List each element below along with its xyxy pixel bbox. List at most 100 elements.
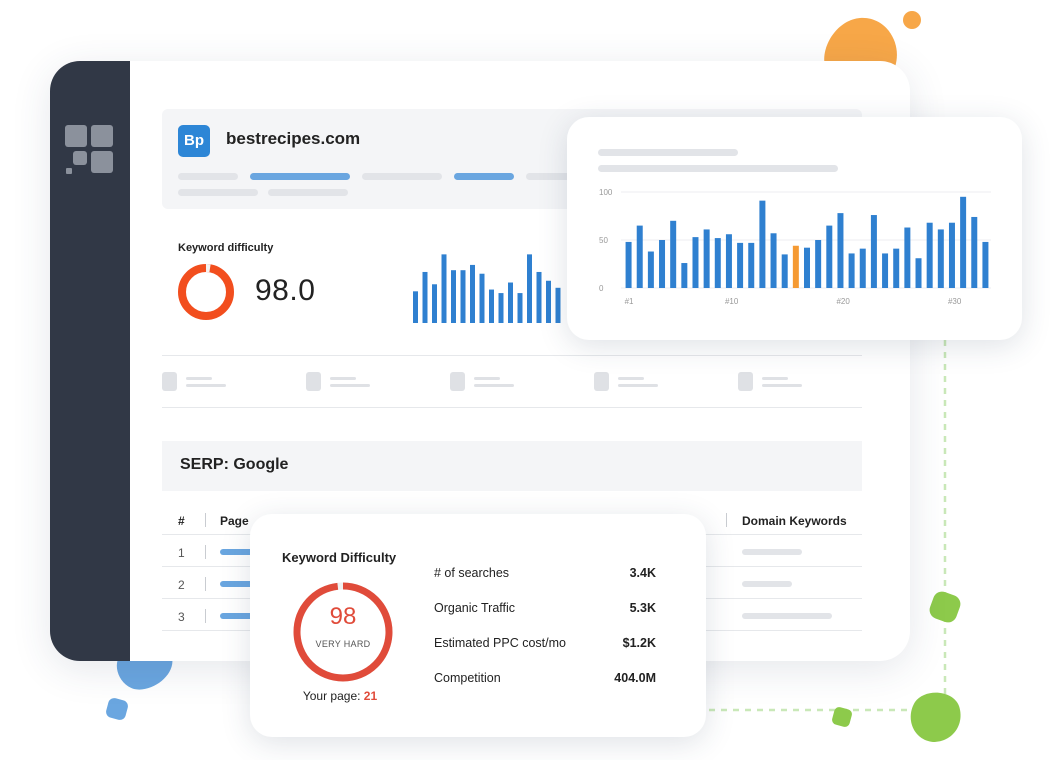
mini-chart-bar xyxy=(555,287,561,323)
blue-dot-decoration xyxy=(106,698,128,720)
difficulty-score-label: VERY HARD xyxy=(315,639,371,649)
your-page-label: Your page: xyxy=(302,689,361,703)
chart-title-placeholder xyxy=(598,149,738,156)
chart-bar[interactable] xyxy=(948,222,955,288)
chart-bar[interactable] xyxy=(725,234,732,288)
mini-chart-bar xyxy=(489,289,494,323)
chart-bar[interactable] xyxy=(681,263,688,288)
keyword-difficulty-donut xyxy=(178,264,234,320)
green-blob-decoration xyxy=(929,591,961,623)
chart-bar-highlighted[interactable] xyxy=(792,245,799,288)
placeholder-bar xyxy=(178,173,238,180)
chart-bar[interactable] xyxy=(781,254,788,288)
stat-label-searches: # of searches xyxy=(434,566,510,580)
chart-bar[interactable] xyxy=(870,215,877,288)
mini-chart-bar xyxy=(517,293,523,323)
y-tick-label: 50 xyxy=(599,236,608,245)
chart-bar[interactable] xyxy=(636,225,643,288)
column-header-page[interactable]: Page xyxy=(220,514,249,528)
mini-chart-bar xyxy=(546,280,551,323)
row-number: 2 xyxy=(178,578,185,592)
x-tick-label: #10 xyxy=(725,297,739,306)
chart-subtitle-placeholder xyxy=(598,165,838,172)
row-number: 3 xyxy=(178,610,185,624)
chart-bar[interactable] xyxy=(826,225,833,288)
chart-bar[interactable] xyxy=(960,196,967,288)
stat-label-organic-traffic: Organic Traffic xyxy=(434,601,516,615)
site-badge: Bp xyxy=(178,125,210,157)
mini-chart-bar xyxy=(451,270,456,323)
chart-bar[interactable] xyxy=(904,227,911,288)
y-tick-label: 0 xyxy=(599,284,604,293)
mini-chart-bar xyxy=(422,271,428,323)
chart-bar[interactable] xyxy=(882,253,889,288)
mini-chart-bar xyxy=(498,293,504,323)
keyword-difficulty-card-title: Keyword Difficulty xyxy=(282,550,397,565)
ranking-chart-card: 100 50 0 #1 #10 #20 #30 xyxy=(567,117,1022,340)
mini-chart-bar xyxy=(527,254,532,323)
placeholder-bar xyxy=(178,189,258,196)
chart-bar[interactable] xyxy=(647,251,654,288)
green-dot-decoration xyxy=(832,707,852,727)
green-dashed-connector xyxy=(705,340,947,712)
x-tick-label: #1 xyxy=(625,297,634,306)
stat-value-competition: 404.0M xyxy=(614,671,656,685)
stat-value-ppc-cost: $1.2K xyxy=(622,636,656,650)
your-page-score: Your page: 21 xyxy=(270,689,410,703)
chart-bar[interactable] xyxy=(670,220,677,288)
chart-bar[interactable] xyxy=(748,242,755,288)
chart-bar[interactable] xyxy=(703,229,710,288)
mini-chart-bar xyxy=(460,270,466,323)
chart-bar[interactable] xyxy=(759,200,766,288)
placeholder-bar-active xyxy=(454,173,514,180)
stat-label-competition: Competition xyxy=(434,671,501,685)
stat-label-ppc-cost: Estimated PPC cost/mo xyxy=(434,636,566,650)
chart-bar[interactable] xyxy=(804,247,810,288)
mini-chart-bar xyxy=(441,254,447,323)
app-logo-icon[interactable] xyxy=(65,125,115,175)
chart-bar[interactable] xyxy=(982,241,989,288)
difficulty-score: 98 xyxy=(329,603,357,630)
y-tick-label: 100 xyxy=(599,188,613,197)
stat-value-searches: 3.4K xyxy=(629,566,656,580)
ranking-bar-chart: 100 50 0 #1 #10 #20 #30 xyxy=(599,188,991,306)
chart-bar[interactable] xyxy=(893,248,900,288)
chart-bar[interactable] xyxy=(971,216,978,288)
chart-bar[interactable] xyxy=(848,253,855,288)
placeholder-bar-active xyxy=(250,173,350,180)
chart-bar[interactable] xyxy=(915,258,922,288)
green-blob-large-decoration xyxy=(910,692,961,742)
difficulty-gauge xyxy=(293,582,393,682)
mini-chart-bar xyxy=(432,284,437,323)
chart-bar[interactable] xyxy=(737,242,744,288)
chart-bar[interactable] xyxy=(659,240,666,288)
placeholder-bar xyxy=(362,173,442,180)
chart-bar[interactable] xyxy=(714,238,721,288)
chart-bar[interactable] xyxy=(815,240,822,288)
mini-volume-chart xyxy=(413,254,561,323)
keyword-difficulty-value: 98.0 xyxy=(255,274,316,307)
keyword-difficulty-label: Keyword difficulty xyxy=(178,242,274,254)
divider xyxy=(162,355,862,356)
divider xyxy=(162,407,862,408)
serp-title: SERP: Google xyxy=(180,456,289,473)
column-header-domain-keywords[interactable]: Domain Keywords xyxy=(742,514,847,528)
serp-header: SERP: Google xyxy=(162,441,862,491)
chart-bar[interactable] xyxy=(926,222,933,288)
chart-bar[interactable] xyxy=(770,233,777,288)
orange-dot-decoration xyxy=(903,11,921,29)
x-tick-label: #30 xyxy=(948,297,962,306)
site-name[interactable]: bestrecipes.com xyxy=(226,129,361,148)
column-header-num[interactable]: # xyxy=(178,514,185,528)
keyword-difficulty-card: Keyword Difficulty 98 VERY HARD Your pag… xyxy=(250,514,706,737)
mini-chart-bar xyxy=(413,291,418,323)
chart-bar[interactable] xyxy=(937,229,944,288)
mini-chart-bar xyxy=(536,271,542,323)
chart-bar[interactable] xyxy=(859,248,866,288)
chart-bar[interactable] xyxy=(692,237,699,288)
mini-chart-bar xyxy=(508,282,513,323)
your-page-value: 21 xyxy=(363,689,378,703)
placeholder-bar xyxy=(268,189,348,196)
chart-bar[interactable] xyxy=(837,213,844,288)
chart-bar[interactable] xyxy=(625,241,632,288)
